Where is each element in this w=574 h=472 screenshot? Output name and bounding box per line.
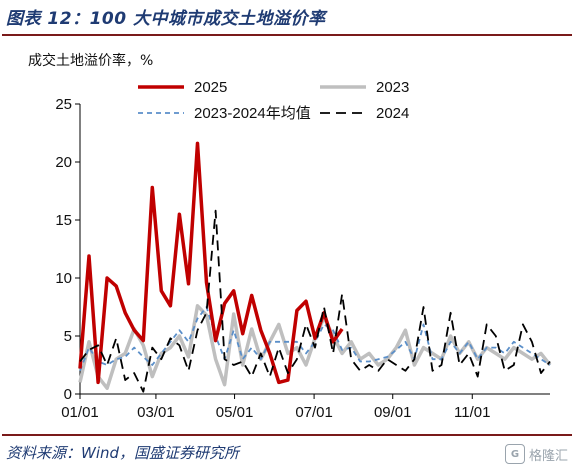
y-tick-label: 25	[55, 96, 72, 113]
x-tick-label: 07/01	[295, 404, 333, 421]
chart-lines	[78, 141, 552, 393]
legend-label-2025: 2025	[194, 79, 227, 96]
legend-label-2023: 2023	[376, 79, 409, 96]
series-line-2025	[78, 141, 344, 385]
chart-axes: 0 5 10 15 20 25 01/01 03/01 05/01 07/01 09/01 11/01	[55, 96, 550, 421]
series-line-2023-2024年均值	[79, 306, 551, 372]
y-tick-label: 20	[55, 154, 72, 171]
chart-title: 图表 12：100 大中城市成交土地溢价率	[6, 9, 326, 29]
watermark: G 格隆汇	[504, 444, 568, 464]
title-rule	[2, 34, 572, 36]
watermark-text: 格隆汇	[528, 448, 568, 464]
x-tick-label: 11/01	[454, 404, 490, 421]
chart-legend: 2025 2023 2023-2024年均值 2024	[138, 79, 409, 122]
x-tick-label: 03/01	[137, 404, 175, 421]
legend-label-2023-2024年均值: 2023-2024年均值	[194, 105, 311, 122]
y-tick-label: 5	[64, 328, 72, 345]
x-tick-label: 05/01	[216, 404, 254, 421]
y-tick-label: 15	[55, 212, 72, 229]
y-unit-label: 成交土地溢价率，%	[28, 53, 154, 69]
source-rule	[2, 434, 572, 436]
y-tick-label: 10	[55, 270, 72, 287]
legend-label-2024: 2024	[376, 105, 409, 122]
watermark-logo-icon: G	[504, 444, 525, 464]
x-tick-label: 01/01	[61, 404, 99, 421]
y-tick-label: 0	[64, 386, 72, 403]
source-note: 资料来源：Wind，国盛证券研究所	[6, 444, 240, 462]
series-line-2024	[79, 209, 551, 393]
x-tick-label: 09/01	[374, 404, 412, 421]
